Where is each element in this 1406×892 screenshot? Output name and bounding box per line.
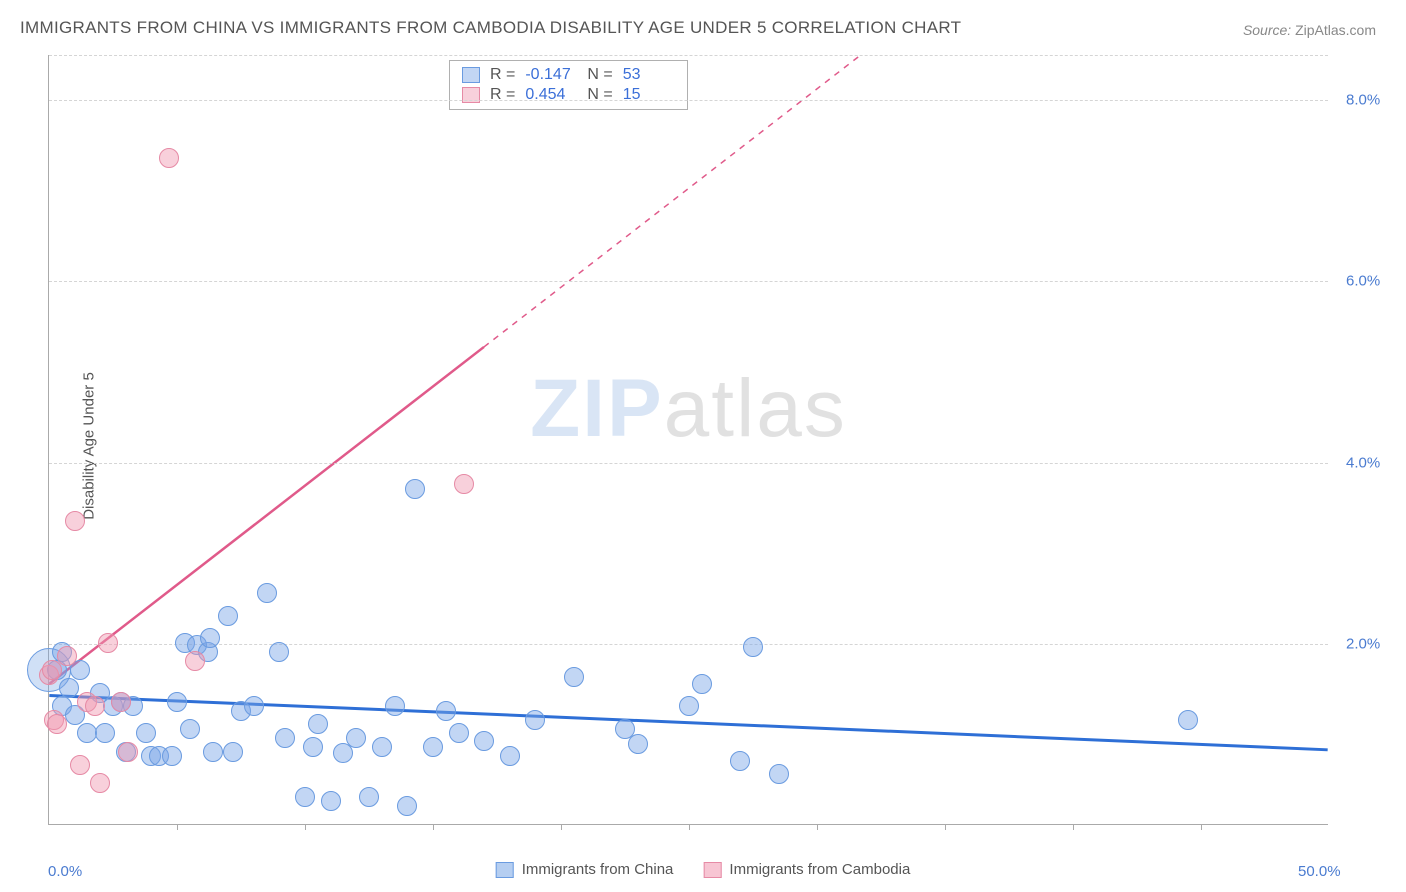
scatter-point <box>180 719 200 739</box>
scatter-point <box>167 692 187 712</box>
scatter-point <box>223 742 243 762</box>
gridline-h <box>49 463 1328 464</box>
source-attribution: Source: ZipAtlas.com <box>1243 22 1376 38</box>
scatter-point <box>275 728 295 748</box>
scatter-point <box>295 787 315 807</box>
x-tick <box>305 824 306 830</box>
scatter-point <box>454 474 474 494</box>
scatter-point <box>118 742 138 762</box>
scatter-point <box>743 637 763 657</box>
x-tick <box>433 824 434 830</box>
source-value: ZipAtlas.com <box>1295 22 1376 38</box>
scatter-point <box>730 751 750 771</box>
scatter-point <box>59 678 79 698</box>
source-label: Source: <box>1243 22 1291 38</box>
stats-r-label: R = <box>490 86 515 104</box>
gridline-h <box>49 100 1328 101</box>
x-tick <box>1201 824 1202 830</box>
scatter-point <box>346 728 366 748</box>
chart-plot-area: ZIPatlas R = -0.147 N = 53 R = 0.454 N = 15 <box>48 55 1328 825</box>
x-axis-min-label: 0.0% <box>48 863 82 880</box>
legend-label: Immigrants from Cambodia <box>729 861 910 878</box>
scatter-point <box>385 696 405 716</box>
x-tick <box>945 824 946 830</box>
chart-title: IMMIGRANTS FROM CHINA VS IMMIGRANTS FROM… <box>20 18 961 38</box>
scatter-point <box>372 737 392 757</box>
watermark-part2: atlas <box>664 363 847 454</box>
scatter-point <box>159 148 179 168</box>
scatter-point <box>628 734 648 754</box>
gridline-h <box>49 55 1328 56</box>
stats-legend-box: R = -0.147 N = 53 R = 0.454 N = 15 <box>449 60 688 110</box>
scatter-point <box>397 796 417 816</box>
y-tick-label: 2.0% <box>1346 635 1380 652</box>
scatter-point <box>95 723 115 743</box>
x-tick <box>1073 824 1074 830</box>
scatter-point <box>162 746 182 766</box>
stats-r-value: -0.147 <box>525 66 577 84</box>
stats-row: R = 0.454 N = 15 <box>462 85 675 105</box>
watermark: ZIPatlas <box>530 362 847 456</box>
legend-swatch <box>462 67 480 83</box>
scatter-point <box>98 633 118 653</box>
scatter-point <box>679 696 699 716</box>
stats-n-label: N = <box>587 86 612 104</box>
scatter-point <box>692 674 712 694</box>
scatter-point <box>57 646 77 666</box>
scatter-point <box>136 723 156 743</box>
scatter-point <box>218 606 238 626</box>
stats-n-label: N = <box>587 66 612 84</box>
scatter-point <box>359 787 379 807</box>
scatter-point <box>70 755 90 775</box>
scatter-point <box>321 791 341 811</box>
scatter-point <box>257 583 277 603</box>
stats-n-value: 53 <box>623 66 675 84</box>
scatter-point <box>500 746 520 766</box>
scatter-point <box>185 651 205 671</box>
bottom-legend: Immigrants from China Immigrants from Cam… <box>496 861 911 878</box>
legend-item: Immigrants from Cambodia <box>703 861 910 878</box>
stats-r-label: R = <box>490 66 515 84</box>
gridline-h <box>49 281 1328 282</box>
scatter-point <box>244 696 264 716</box>
scatter-point <box>65 511 85 531</box>
scatter-point <box>308 714 328 734</box>
scatter-point <box>436 701 456 721</box>
watermark-part1: ZIP <box>530 363 664 454</box>
scatter-point <box>449 723 469 743</box>
x-tick <box>817 824 818 830</box>
scatter-point <box>47 714 67 734</box>
x-axis-max-label: 50.0% <box>1298 863 1341 880</box>
stats-n-value: 15 <box>623 86 675 104</box>
scatter-point <box>405 479 425 499</box>
legend-label: Immigrants from China <box>522 861 674 878</box>
scatter-point <box>200 628 220 648</box>
scatter-point <box>90 773 110 793</box>
x-tick <box>689 824 690 830</box>
y-tick-label: 6.0% <box>1346 273 1380 290</box>
scatter-point <box>525 710 545 730</box>
scatter-point <box>269 642 289 662</box>
legend-swatch <box>496 862 514 878</box>
scatter-point <box>85 696 105 716</box>
gridline-h <box>49 644 1328 645</box>
scatter-point <box>203 742 223 762</box>
y-tick-label: 4.0% <box>1346 454 1380 471</box>
scatter-point <box>564 667 584 687</box>
stats-row: R = -0.147 N = 53 <box>462 65 675 85</box>
x-tick <box>177 824 178 830</box>
scatter-point <box>303 737 323 757</box>
y-tick-label: 8.0% <box>1346 92 1380 109</box>
trend-line <box>49 347 484 684</box>
legend-swatch <box>703 862 721 878</box>
legend-item: Immigrants from China <box>496 861 674 878</box>
scatter-point <box>474 731 494 751</box>
scatter-point <box>111 692 131 712</box>
scatter-point <box>423 737 443 757</box>
scatter-point <box>769 764 789 784</box>
scatter-point <box>1178 710 1198 730</box>
stats-r-value: 0.454 <box>525 86 577 104</box>
x-tick <box>561 824 562 830</box>
